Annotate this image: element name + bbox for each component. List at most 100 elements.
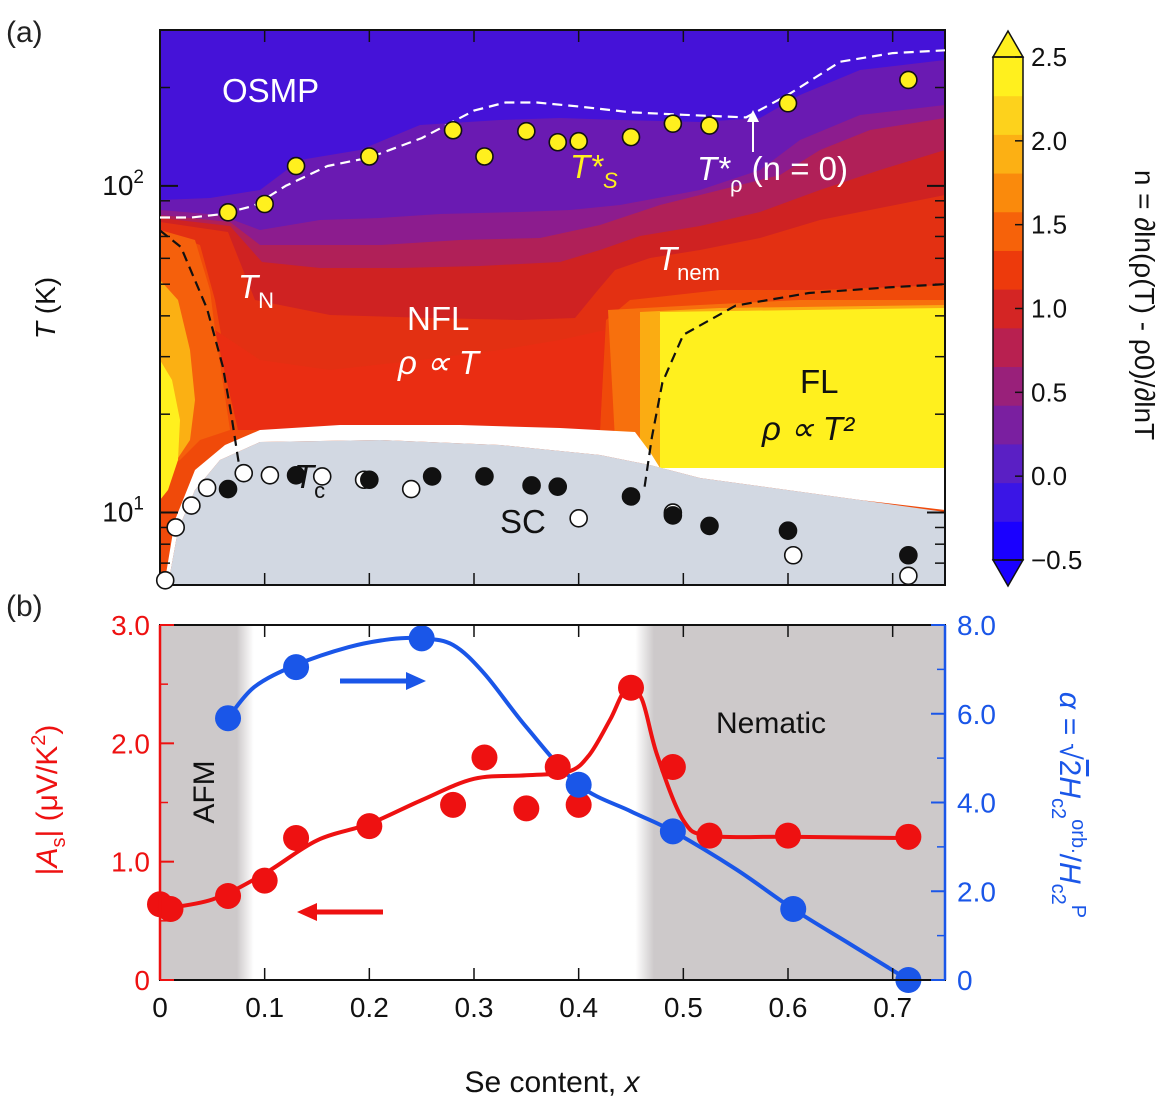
tc-filled-point	[548, 477, 568, 496]
nematic-shaded-region	[635, 625, 945, 980]
colorbar-segment	[993, 405, 1023, 445]
t-star-s-point	[360, 147, 379, 166]
colorbar-extend-bottom	[991, 559, 1025, 588]
t-star-s-point	[899, 70, 918, 90]
label-t-star-rho: T*ρ (n = 0)	[697, 150, 848, 197]
colorbar-segment	[993, 173, 1023, 213]
panel-b-shaded-regions	[160, 625, 945, 980]
t-star-s-point	[517, 121, 536, 141]
colorbar: 2.5 2.0 1.5 1.0 0.5 0.0 −0.5	[991, 29, 1082, 588]
y-tick-label: 101	[102, 494, 144, 528]
alpha-point	[780, 896, 807, 922]
x-tick-label: 0.5	[664, 992, 703, 1023]
right-tick-label: 6.0	[957, 699, 996, 730]
as-point	[895, 823, 922, 850]
t-rho-arrow	[747, 110, 759, 152]
alpha-point	[659, 818, 686, 845]
colorbar-tick-label: 0.5	[1031, 377, 1067, 407]
right-tick-label: 8.0	[957, 610, 996, 641]
x-tick-label: 0.3	[455, 992, 494, 1023]
panel-b-points	[147, 625, 922, 993]
as-point	[471, 744, 498, 771]
tc-open-point	[182, 496, 201, 515]
label-t-n: TN	[238, 268, 274, 313]
colorbar-segment	[993, 482, 1023, 522]
phase-diagram-heatmap	[160, 30, 945, 585]
panel-a-frame	[159, 29, 946, 586]
tc-open-point	[155, 571, 175, 590]
y-tick-label: 102	[102, 167, 144, 201]
colorbar-segment	[993, 327, 1023, 368]
tc-filled-point	[218, 479, 238, 499]
heatmap-left-yellow	[160, 360, 180, 500]
alpha-point	[215, 705, 242, 732]
label-t-star-s: T*S	[570, 148, 618, 193]
y-axis-label-right: α = √2Hc2orb./Hc2P	[1047, 692, 1089, 918]
tc-filled-point	[475, 467, 494, 486]
colorbar-tick-label: −0.5	[1031, 545, 1082, 575]
region-sc: SC	[500, 503, 546, 540]
x-axis-label: Se content, x	[464, 1066, 640, 1099]
region-nfl-law: ρ ∝ T	[397, 344, 482, 381]
label-t-nem: Tnem	[657, 240, 720, 285]
colorbar-segment	[993, 443, 1023, 484]
t-star-s-point	[569, 131, 588, 151]
left-tick-label: 0	[134, 965, 150, 996]
as-point	[696, 822, 723, 849]
left-tick-label: 1.0	[111, 847, 150, 878]
x-tick-label: 0.1	[245, 992, 284, 1023]
t-star-s-point	[443, 120, 463, 140]
as-point	[157, 896, 184, 922]
x-tick-label: 0.2	[350, 992, 389, 1023]
y-axis-label-a: T (K)	[30, 277, 61, 339]
alpha-point	[408, 625, 435, 652]
alpha-fit-line	[226, 635, 910, 980]
colorbar-tick-label: 1.5	[1031, 210, 1067, 240]
alpha-point	[565, 771, 592, 798]
left-tick-label: 3.0	[111, 610, 150, 641]
tc-open-point	[260, 466, 280, 485]
region-fl: FL	[800, 363, 839, 400]
region-osmp: OSMP	[222, 72, 319, 109]
tc-filled-point	[360, 470, 379, 490]
as-point	[283, 825, 310, 851]
left-tick-label: 2.0	[111, 728, 150, 759]
heatmap-nfl-region	[215, 330, 605, 430]
t-star-s-point	[548, 132, 568, 152]
right-tick-label: 0	[957, 965, 973, 996]
colorbar-extend-top	[991, 29, 1025, 58]
x-tick-label: 0.6	[769, 992, 808, 1023]
t-star-s-point	[663, 114, 683, 133]
region-nfl: NFL	[407, 300, 469, 337]
as-point	[251, 867, 278, 894]
tc-filled-point	[778, 521, 798, 540]
colorbar-segment	[993, 366, 1023, 406]
panel-b-label: (b)	[6, 590, 43, 623]
t-star-s-point	[475, 147, 494, 166]
as-point	[565, 791, 592, 818]
as-point	[215, 882, 242, 909]
colorbar-segment	[993, 521, 1023, 561]
panel-a-axes: 101 102	[102, 29, 945, 586]
as-point	[544, 754, 571, 780]
colorbar-tick-label: 0.0	[1031, 461, 1067, 491]
tc-filled-point	[663, 506, 683, 525]
tc-filled-point	[522, 476, 541, 495]
colorbar-tick-label: 2.0	[1031, 126, 1067, 156]
alpha-point	[283, 654, 310, 681]
x-tick-label: 0.4	[559, 992, 598, 1023]
t-star-s-point	[778, 93, 798, 113]
panel-a-label: (a)	[6, 16, 43, 49]
as-point	[618, 674, 644, 701]
colorbar-tick-label: 1.0	[1031, 294, 1067, 324]
tc-open-point	[899, 566, 918, 586]
region-nematic: Nematic	[716, 707, 826, 740]
heatmap-white-gap	[165, 425, 945, 585]
t-star-s-point	[621, 127, 641, 147]
colorbar-segment	[993, 57, 1023, 97]
panel-b-axes: 0 0.1 0.2 0.3 0.4 0.5 0.6 0.7 0 1.0 2.0 3.0 0 2.0 4.0 6…	[111, 610, 996, 1023]
tc-open-point	[569, 509, 588, 528]
region-afm: AFM	[188, 760, 221, 823]
colorbar-segment	[993, 211, 1023, 251]
